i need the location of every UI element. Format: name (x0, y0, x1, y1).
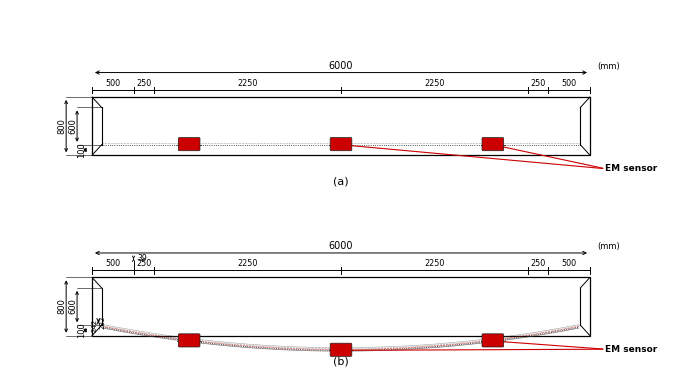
FancyBboxPatch shape (330, 343, 352, 356)
Text: EM sensor: EM sensor (605, 345, 657, 354)
Text: (mm): (mm) (597, 242, 619, 251)
Text: 800: 800 (57, 118, 67, 134)
Text: 600: 600 (68, 118, 78, 134)
Text: 500: 500 (105, 260, 121, 268)
Bar (92, 97, 590, 155)
Text: 500: 500 (105, 79, 121, 88)
FancyBboxPatch shape (482, 137, 504, 151)
Text: (a): (a) (333, 177, 349, 187)
Text: 2250: 2250 (237, 79, 258, 88)
Text: 242: 242 (91, 319, 97, 332)
Text: 250: 250 (136, 79, 151, 88)
Bar (92, 277, 590, 336)
Text: 39: 39 (137, 254, 147, 263)
Text: 6000: 6000 (329, 241, 353, 251)
FancyBboxPatch shape (482, 334, 504, 347)
Text: 100: 100 (76, 322, 86, 338)
FancyBboxPatch shape (178, 137, 200, 151)
Text: 2250: 2250 (424, 260, 445, 268)
Text: 6000: 6000 (329, 61, 353, 71)
Text: 800: 800 (57, 299, 67, 314)
FancyBboxPatch shape (330, 137, 352, 151)
Text: (b): (b) (333, 357, 349, 367)
Text: 500: 500 (561, 260, 577, 268)
Text: 282: 282 (100, 316, 105, 329)
Text: (mm): (mm) (597, 62, 619, 71)
Text: 2250: 2250 (424, 79, 445, 88)
Text: 600: 600 (68, 299, 78, 314)
Text: 500: 500 (561, 79, 577, 88)
Text: 100: 100 (76, 142, 86, 158)
Text: EM sensor: EM sensor (605, 164, 657, 173)
Text: 250: 250 (136, 260, 151, 268)
FancyBboxPatch shape (178, 334, 200, 347)
Text: 250: 250 (531, 79, 546, 88)
Text: 2250: 2250 (237, 260, 258, 268)
Text: 250: 250 (531, 260, 546, 268)
